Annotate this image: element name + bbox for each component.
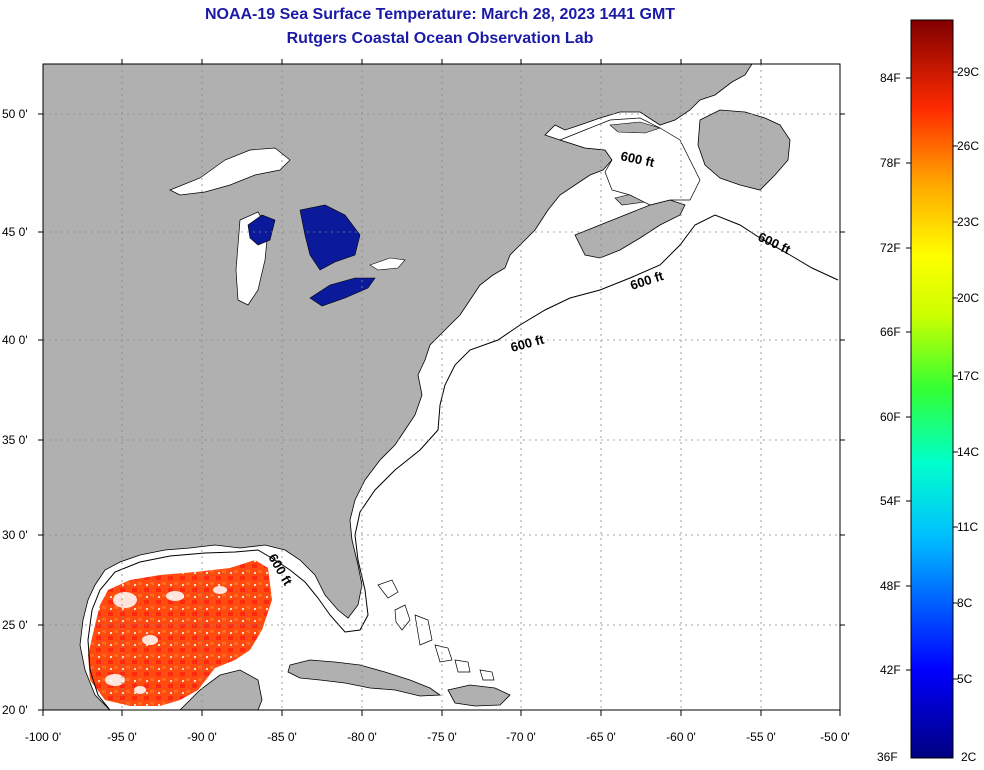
lake-michigan-north-sst — [247, 214, 276, 246]
lake-ontario — [369, 257, 406, 271]
lon-label: -90 0' — [187, 730, 217, 744]
gulf-st-lawrence — [558, 117, 701, 206]
lon-label: -55 0' — [746, 730, 776, 744]
colorbar-c-label: 14C — [957, 445, 979, 459]
lat-label: 20 0' — [2, 703, 28, 717]
colorbar-c-label: 26C — [957, 139, 979, 153]
lat-label: 25 0' — [2, 618, 28, 632]
colorbar-c-label: 5C — [957, 672, 973, 686]
lat-axis-ticks — [38, 113, 845, 711]
colorbar — [910, 19, 954, 759]
land-yucatan — [179, 669, 263, 710]
gridlines — [43, 64, 840, 710]
colorbar-c-label: 20C — [957, 291, 979, 305]
land-hispaniola — [447, 684, 511, 707]
colorbar-c-label: 11C — [957, 520, 978, 534]
lat-label: 40 0' — [2, 333, 28, 347]
lake-huron-sst — [299, 204, 361, 271]
lon-axis-ticks — [42, 59, 841, 716]
colorbar-f-label: 42F — [880, 663, 901, 677]
lat-label: 50 0' — [2, 107, 28, 121]
depth-contour-600ft — [87, 214, 839, 710]
colorbar-f-label: 60F — [880, 410, 901, 424]
lake-superior — [169, 147, 291, 196]
land-cuba — [287, 659, 442, 697]
land-nova-scotia — [574, 199, 686, 259]
lon-label: -100 0' — [25, 730, 61, 744]
lon-label: -75 0' — [427, 730, 457, 744]
lon-label: -60 0' — [666, 730, 696, 744]
land-newfoundland — [697, 109, 791, 191]
map-title: NOAA-19 Sea Surface Temperature: March 2… — [204, 6, 676, 23]
lake-erie-sst — [309, 277, 376, 307]
colorbar-c-label: 29C — [957, 65, 979, 79]
colorbar-ticks — [906, 71, 958, 680]
lon-label: -50 0' — [820, 730, 850, 744]
lat-label: 45 0' — [2, 225, 28, 239]
lon-label: -65 0' — [586, 730, 616, 744]
lon-label: -95 0' — [107, 730, 137, 744]
lon-label: -70 0' — [506, 730, 536, 744]
land-bahamas — [377, 579, 495, 681]
colorbar-f-label: 78F — [880, 156, 901, 170]
colorbar-f-label: 48F — [880, 579, 901, 593]
lat-label: 35 0' — [2, 433, 28, 447]
colorbar-f-label: 72F — [880, 241, 901, 255]
colorbar-c-label: 17C — [957, 369, 979, 383]
land-north-america — [43, 64, 753, 710]
land-anticosti — [609, 121, 661, 134]
lon-label: -80 0' — [347, 730, 377, 744]
gulf-cloud-gaps — [105, 586, 227, 694]
colorbar-c-label: 23C — [957, 215, 979, 229]
lon-label: -85 0' — [267, 730, 297, 744]
map-subtitle: Rutgers Coastal Ocean Observation Lab — [286, 30, 594, 47]
colorbar-f-label: 36F — [877, 750, 898, 764]
colorbar-f-label: 66F — [880, 325, 901, 339]
colorbar-f-label: 54F — [880, 494, 901, 508]
colorbar-f-label: 84F — [880, 71, 901, 85]
lat-label: 30 0' — [2, 528, 28, 542]
colorbar-c-label: 8C — [957, 596, 973, 610]
colorbar-c-label: 2C — [961, 750, 977, 764]
contour-label: 600 ft — [619, 148, 656, 170]
